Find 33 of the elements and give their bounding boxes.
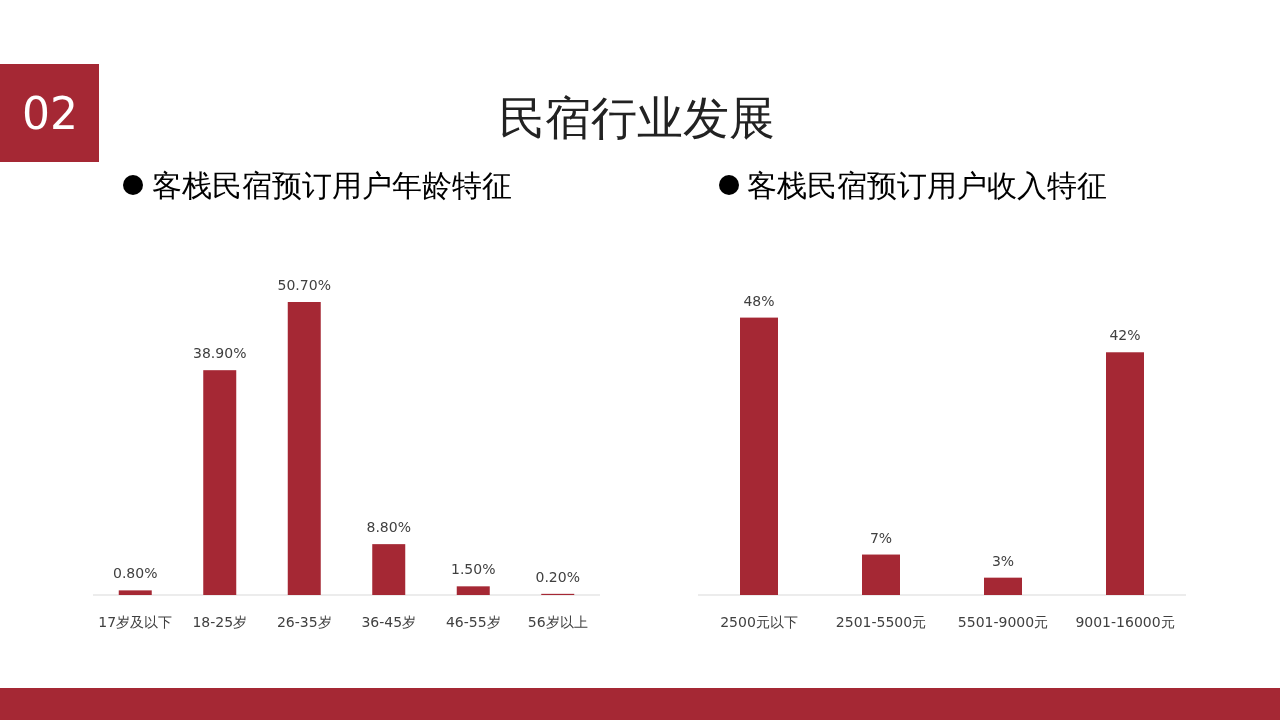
- data-label: 48%: [743, 292, 775, 309]
- x-tick-label: 36-45岁: [361, 614, 417, 630]
- x-tick-label: 56岁以上: [527, 614, 588, 630]
- bar: [1106, 352, 1144, 595]
- x-tick-label: 5501-9000元: [957, 614, 1049, 630]
- bar: [862, 554, 900, 595]
- bar: [740, 317, 778, 595]
- bar: [372, 544, 406, 595]
- data-label: 38.90%: [193, 345, 247, 362]
- data-label: 0.80%: [113, 565, 158, 582]
- text: 民宿行业发展: [499, 91, 775, 145]
- x-tick-label: 2501-5500元: [835, 614, 927, 630]
- x-tick-label: 18-25岁: [192, 614, 248, 630]
- text: 02: [22, 88, 78, 139]
- chart-title: 客栈民宿预订用户收入特征: [747, 168, 1107, 203]
- bar: [456, 586, 490, 595]
- data-label: 8.80%: [366, 519, 411, 536]
- x-tick-label: 2500元以下: [720, 614, 798, 630]
- data-label: 42%: [1109, 327, 1141, 344]
- data-label: 50.70%: [277, 277, 331, 293]
- data-label: 0.20%: [535, 568, 580, 585]
- chart-title: 客栈民宿预订用户年龄特征: [152, 168, 512, 203]
- x-tick-label: 9001-16000元: [1075, 614, 1175, 630]
- x-tick-label: 17岁及以下: [98, 614, 173, 630]
- bar: [118, 590, 152, 595]
- data-label: 3%: [991, 552, 1015, 569]
- data-label: 1.50%: [451, 561, 496, 578]
- bar: [203, 370, 237, 595]
- data-label: 7%: [869, 529, 893, 546]
- bar: [984, 577, 1022, 595]
- x-tick-label: 26-35岁: [276, 614, 332, 630]
- x-tick-label: 46-55岁: [445, 614, 501, 630]
- bar: [287, 302, 321, 595]
